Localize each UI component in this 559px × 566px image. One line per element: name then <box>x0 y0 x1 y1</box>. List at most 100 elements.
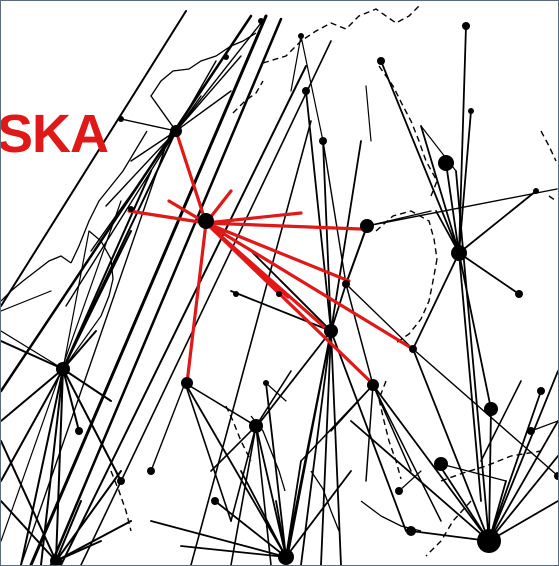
network-line <box>412 348 490 542</box>
network-line <box>440 463 507 482</box>
network-line <box>410 530 490 542</box>
network-node <box>451 245 467 261</box>
network-line <box>190 120 312 565</box>
highlight-link <box>204 221 363 231</box>
network-line <box>300 35 324 142</box>
network-node <box>170 125 182 137</box>
network-line <box>60 65 307 565</box>
network-line <box>1 14 253 393</box>
network-node <box>342 280 350 288</box>
highlight-link <box>127 209 208 225</box>
network-line <box>458 252 492 410</box>
network-node <box>462 22 470 30</box>
network-line <box>366 210 432 227</box>
network-node <box>527 427 535 435</box>
highlight-link <box>185 221 208 385</box>
network-line <box>372 384 442 522</box>
network-node <box>409 345 417 353</box>
network-line <box>210 425 257 472</box>
network-line <box>20 368 64 565</box>
network-line <box>455 170 490 542</box>
network-node <box>118 116 124 122</box>
network-node <box>324 324 338 338</box>
network-line <box>55 520 132 562</box>
network-node <box>117 477 125 485</box>
network-line <box>345 283 414 350</box>
network-line <box>480 380 522 462</box>
network-line <box>305 90 332 332</box>
network-line <box>62 315 102 370</box>
network-line <box>1 330 64 370</box>
highlight-link <box>204 221 351 283</box>
network-line <box>488 390 542 542</box>
border-dash <box>262 5 420 64</box>
network-line <box>275 500 287 558</box>
network-line <box>49 17 283 565</box>
network-line <box>458 252 520 295</box>
network-line <box>320 330 332 565</box>
network-lines <box>1 10 558 565</box>
network-node <box>319 137 327 145</box>
network-line <box>62 368 122 482</box>
network-line <box>55 368 64 562</box>
network-line <box>265 382 287 558</box>
network-node <box>128 206 134 212</box>
network-line <box>230 425 257 522</box>
network-node <box>233 291 239 297</box>
network-node <box>223 54 229 60</box>
network-node <box>302 87 310 95</box>
network-node <box>395 487 403 495</box>
network-line <box>285 460 302 558</box>
border-dash <box>425 500 472 557</box>
network-node <box>406 526 416 536</box>
network-line <box>366 188 558 227</box>
map-outline <box>310 470 340 532</box>
network-node <box>249 419 263 433</box>
network-line <box>412 252 460 350</box>
network-line <box>437 462 490 542</box>
network-line <box>260 330 332 422</box>
network-node <box>360 219 374 233</box>
highlight-link <box>204 211 303 225</box>
network-line <box>150 382 186 472</box>
network-line <box>105 130 177 207</box>
network-line <box>1 290 52 312</box>
network-line <box>255 370 292 427</box>
network-node <box>434 457 448 471</box>
network-line <box>372 384 490 542</box>
network-node <box>258 18 264 24</box>
network-line <box>365 384 374 482</box>
network-line <box>62 130 177 370</box>
border-dash <box>395 258 438 344</box>
network-line <box>55 470 122 562</box>
network-line <box>250 250 332 332</box>
network-line <box>175 90 232 132</box>
network-line <box>240 470 287 558</box>
network-line <box>330 330 407 532</box>
network-line <box>175 22 262 132</box>
network-node <box>468 108 474 114</box>
network-line <box>458 252 482 502</box>
network-node <box>533 188 539 194</box>
network-line <box>1 500 57 562</box>
network-line <box>150 95 177 132</box>
network-line <box>290 35 302 92</box>
network-line <box>488 408 492 542</box>
network-node <box>298 33 304 39</box>
map-outline <box>1 255 72 302</box>
border-dash <box>540 130 557 162</box>
network-node <box>147 467 155 475</box>
border-dash <box>378 380 402 480</box>
border-dash <box>548 195 557 202</box>
border-dash <box>378 65 438 197</box>
network-line <box>255 425 287 558</box>
network-line <box>175 55 242 132</box>
network-line <box>130 130 177 162</box>
network-line <box>350 420 490 542</box>
network-line <box>265 382 287 402</box>
network-line <box>300 384 374 462</box>
network-node <box>484 402 498 416</box>
network-node <box>367 379 379 391</box>
network-line <box>29 14 268 565</box>
